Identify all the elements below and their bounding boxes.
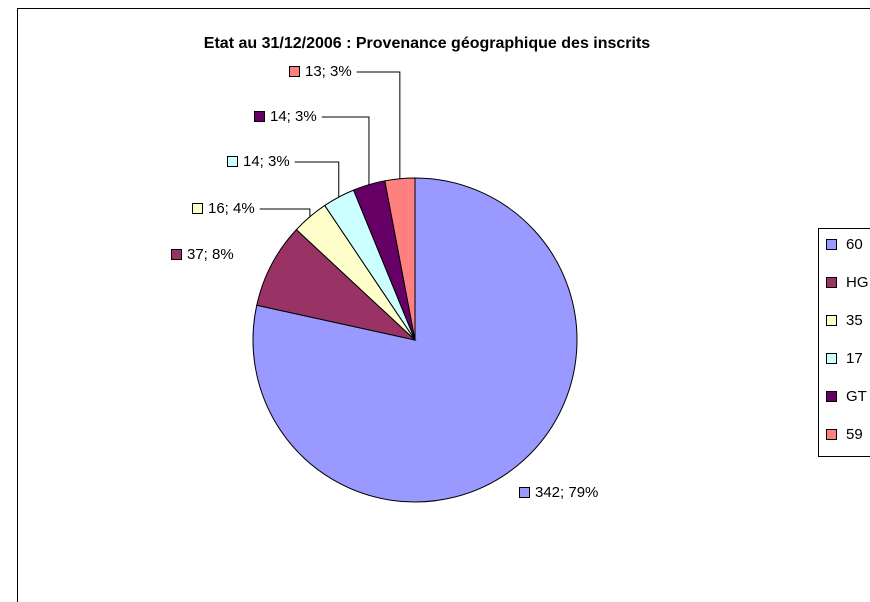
legend-swatch: [826, 315, 837, 326]
legend-label: 60: [846, 236, 863, 253]
legend-swatch: [826, 277, 837, 288]
legend-box: [818, 228, 870, 457]
data-label: 14; 3%: [243, 153, 290, 170]
leader-line: [356, 71, 401, 179]
legend-label: HG: [846, 274, 869, 291]
data-label: 13; 3%: [305, 63, 352, 80]
pie-slice: [256, 228, 417, 341]
data-label: 14; 3%: [270, 108, 317, 125]
legend-label: GT: [846, 388, 867, 405]
chart-title: Etat au 31/12/2006 : Provenance géograph…: [204, 35, 651, 52]
legend-swatch: [826, 239, 837, 250]
label-swatch: [289, 66, 300, 77]
data-label: 37; 8%: [187, 246, 234, 263]
pie-slice: [384, 177, 416, 341]
leader-line: [321, 116, 370, 185]
label-swatch: [519, 487, 530, 498]
leader-line: [259, 208, 311, 217]
label-swatch: [171, 249, 182, 260]
label-swatch: [254, 111, 265, 122]
legend-label: 35: [846, 312, 863, 329]
legend-label: 59: [846, 426, 863, 443]
legend-swatch: [826, 391, 837, 402]
leader-line: [294, 161, 340, 198]
data-label: 16; 4%: [208, 200, 255, 217]
legend-swatch: [826, 429, 837, 440]
legend-label: 17: [846, 350, 863, 367]
label-swatch: [227, 156, 238, 167]
data-label: 342; 79%: [535, 484, 598, 501]
label-swatch: [192, 203, 203, 214]
legend-swatch: [826, 353, 837, 364]
